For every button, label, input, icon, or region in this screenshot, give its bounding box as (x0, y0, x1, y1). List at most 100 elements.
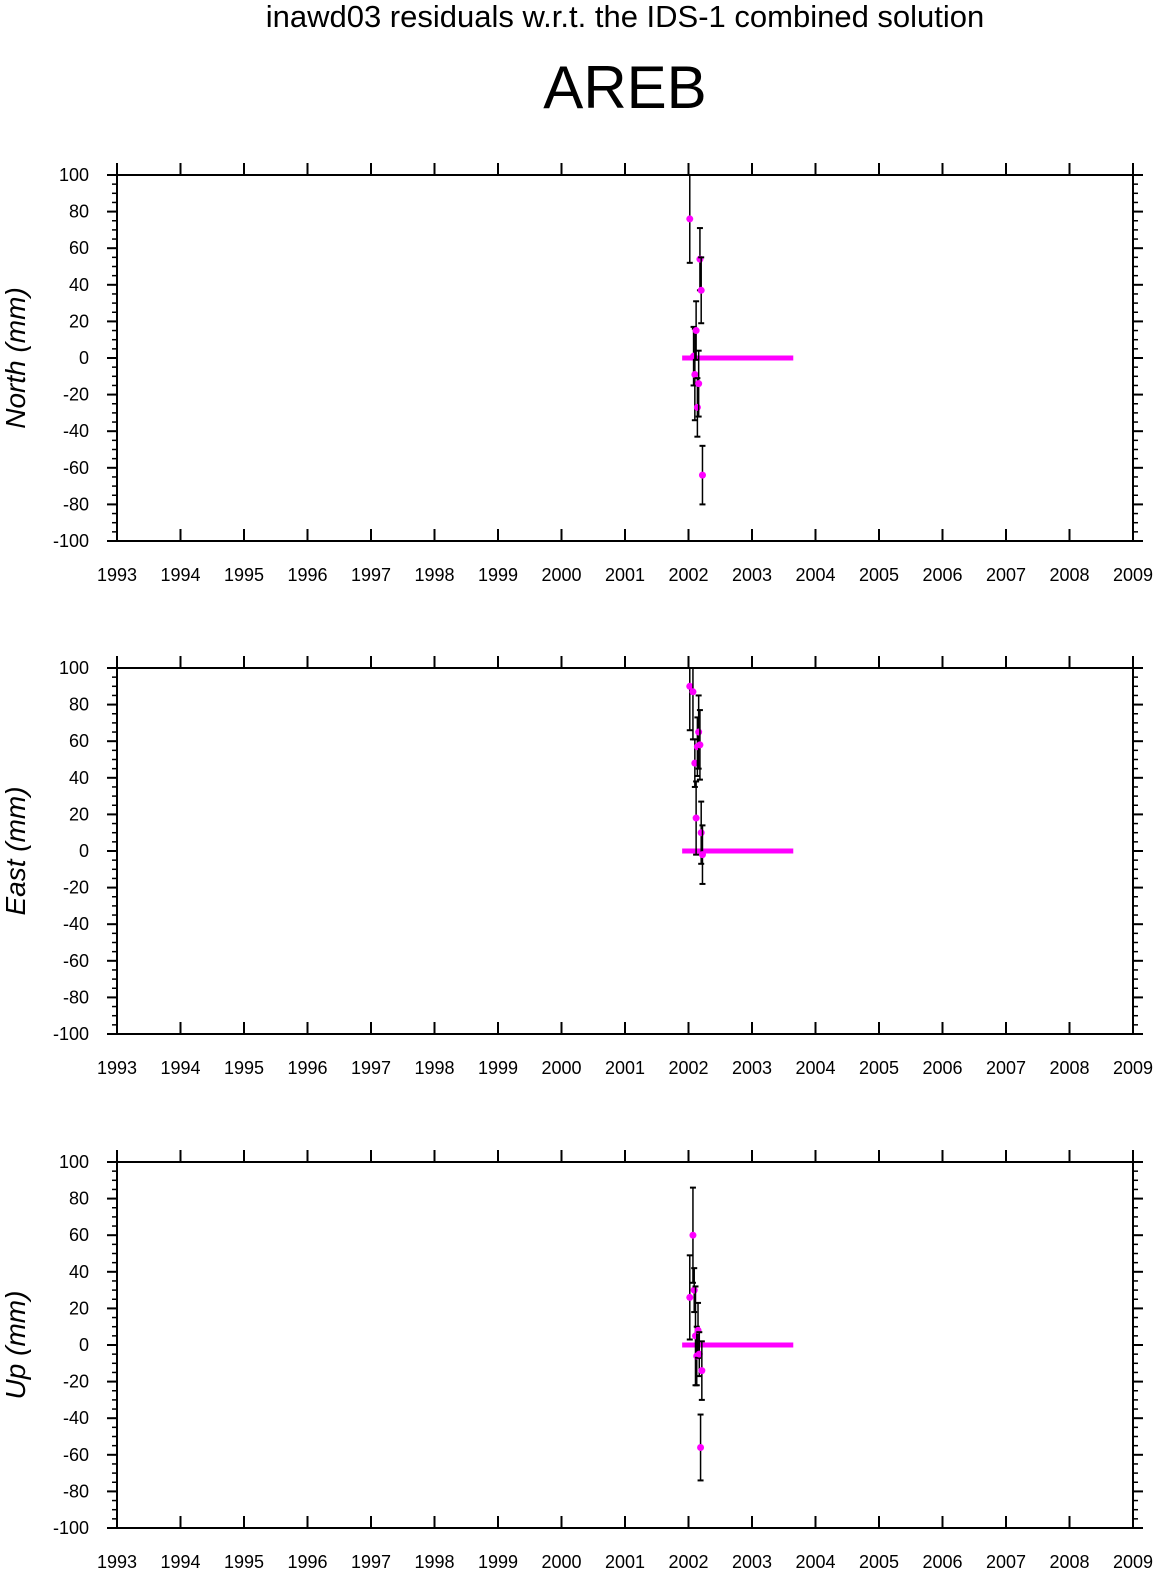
x-tick-label: 1997 (351, 1552, 391, 1572)
x-tick-label: 1993 (97, 1058, 137, 1078)
y-axis-label: North (mm) (0, 287, 31, 429)
panel-east: 1993 1994 1995 1996 1997 1998 1999 2000 2001 2002… (0, 656, 1153, 1078)
data-point (689, 688, 697, 696)
y-tick-label: -20 (63, 878, 89, 898)
x-tick-label: 2006 (922, 565, 962, 585)
x-tick-label: 1995 (224, 1058, 264, 1078)
x-tick-label: 1994 (160, 1552, 200, 1572)
y-tick-label: 100 (59, 165, 89, 185)
figure-title: inawd03 residuals w.r.t. the IDS-1 combi… (265, 0, 985, 34)
x-tick-label: 2002 (668, 1552, 708, 1572)
data-point (696, 741, 704, 749)
x-tick-label: 2007 (986, 565, 1026, 585)
x-tick-label: 2007 (986, 1058, 1026, 1078)
x-tick-label: 1998 (414, 1552, 454, 1572)
data-point (698, 1367, 706, 1375)
y-tick-label: -60 (63, 1445, 89, 1465)
y-tick-label: -80 (63, 987, 89, 1007)
x-tick-label: 2009 (1113, 565, 1153, 585)
x-tick-label: 1998 (414, 565, 454, 585)
y-tick-label: 40 (69, 1262, 89, 1282)
x-tick-label: 2002 (668, 1058, 708, 1078)
x-tick-label: 2006 (922, 1552, 962, 1572)
y-tick-label: 60 (69, 1225, 89, 1245)
x-tick-label: 1998 (414, 1058, 454, 1078)
x-tick-label: 2004 (795, 565, 835, 585)
y-tick-label: -20 (63, 385, 89, 405)
x-tick-label: 2008 (1049, 1058, 1089, 1078)
data-point (698, 471, 706, 479)
y-tick-label: 60 (69, 731, 89, 751)
x-tick-label: 2005 (859, 1552, 899, 1572)
x-tick-label: 1994 (160, 565, 200, 585)
x-tick-label: 2008 (1049, 565, 1089, 585)
x-tick-label: 2009 (1113, 1058, 1153, 1078)
data-point (692, 327, 700, 335)
data-point (697, 1443, 705, 1451)
data-point (686, 1293, 694, 1301)
data-point (698, 851, 706, 859)
x-tick-label: 1996 (287, 565, 327, 585)
data-point (691, 759, 699, 767)
y-tick-label: 100 (59, 658, 89, 678)
x-tick-label: 2005 (859, 1058, 899, 1078)
x-tick-label: 1993 (97, 1552, 137, 1572)
y-tick-label: -20 (63, 1372, 89, 1392)
y-tick-label: 0 (79, 348, 89, 368)
y-tick-label: -80 (63, 494, 89, 514)
plot-frame (116, 174, 1134, 542)
y-tick-label: -100 (53, 531, 89, 551)
panel-up: 1993 1994 1995 1996 1997 1998 1999 2000 2001 2002… (0, 1150, 1153, 1572)
x-tick-label: 2006 (922, 1058, 962, 1078)
x-tick-label: 2009 (1113, 1552, 1153, 1572)
data-point (695, 1350, 703, 1358)
y-tick-label: 20 (69, 1298, 89, 1318)
x-tick-label: 2007 (986, 1552, 1026, 1572)
x-tick-label: 2003 (732, 565, 772, 585)
data-point (690, 1286, 698, 1294)
x-tick-label: 2005 (859, 565, 899, 585)
y-tick-label: 80 (69, 202, 89, 222)
data-point (697, 286, 705, 294)
x-tick-label: 2003 (732, 1552, 772, 1572)
x-tick-label: 2001 (605, 1552, 645, 1572)
data-point (686, 215, 694, 223)
x-tick-label: 2008 (1049, 1552, 1089, 1572)
data-point (689, 1231, 697, 1239)
y-tick-label: 100 (59, 1152, 89, 1172)
y-axis-label: East (mm) (0, 786, 31, 915)
x-tick-label: 2004 (795, 1058, 835, 1078)
station-name: AREB (543, 54, 707, 121)
x-tick-label: 1999 (478, 1058, 518, 1078)
y-tick-label: 20 (69, 804, 89, 824)
y-tick-label: 20 (69, 311, 89, 331)
y-tick-label: -80 (63, 1481, 89, 1501)
x-tick-label: 1996 (287, 1058, 327, 1078)
x-tick-label: 1996 (287, 1552, 327, 1572)
y-tick-label: -40 (63, 1408, 89, 1428)
data-point (697, 829, 705, 837)
y-tick-label: 40 (69, 275, 89, 295)
data-point (695, 728, 703, 736)
x-tick-label: 2001 (605, 565, 645, 585)
y-tick-label: -100 (53, 1518, 89, 1538)
y-tick-label: -60 (63, 951, 89, 971)
plot-frame (116, 667, 1134, 1035)
panel-north: 1993 1994 1995 1996 1997 1998 1999 2000 2001 2002… (0, 163, 1153, 585)
data-point (691, 370, 699, 378)
x-tick-label: 2000 (541, 1058, 581, 1078)
x-tick-label: 1997 (351, 1058, 391, 1078)
x-tick-label: 2003 (732, 1058, 772, 1078)
x-tick-label: 1999 (478, 1552, 518, 1572)
data-point (695, 380, 703, 388)
y-tick-label: -40 (63, 421, 89, 441)
y-tick-label: 80 (69, 695, 89, 715)
data-point (686, 682, 694, 690)
x-tick-label: 2002 (668, 565, 708, 585)
x-tick-label: 1995 (224, 565, 264, 585)
x-tick-label: 2004 (795, 1552, 835, 1572)
x-tick-label: 2001 (605, 1058, 645, 1078)
x-tick-label: 2000 (541, 1552, 581, 1572)
x-tick-label: 1997 (351, 565, 391, 585)
